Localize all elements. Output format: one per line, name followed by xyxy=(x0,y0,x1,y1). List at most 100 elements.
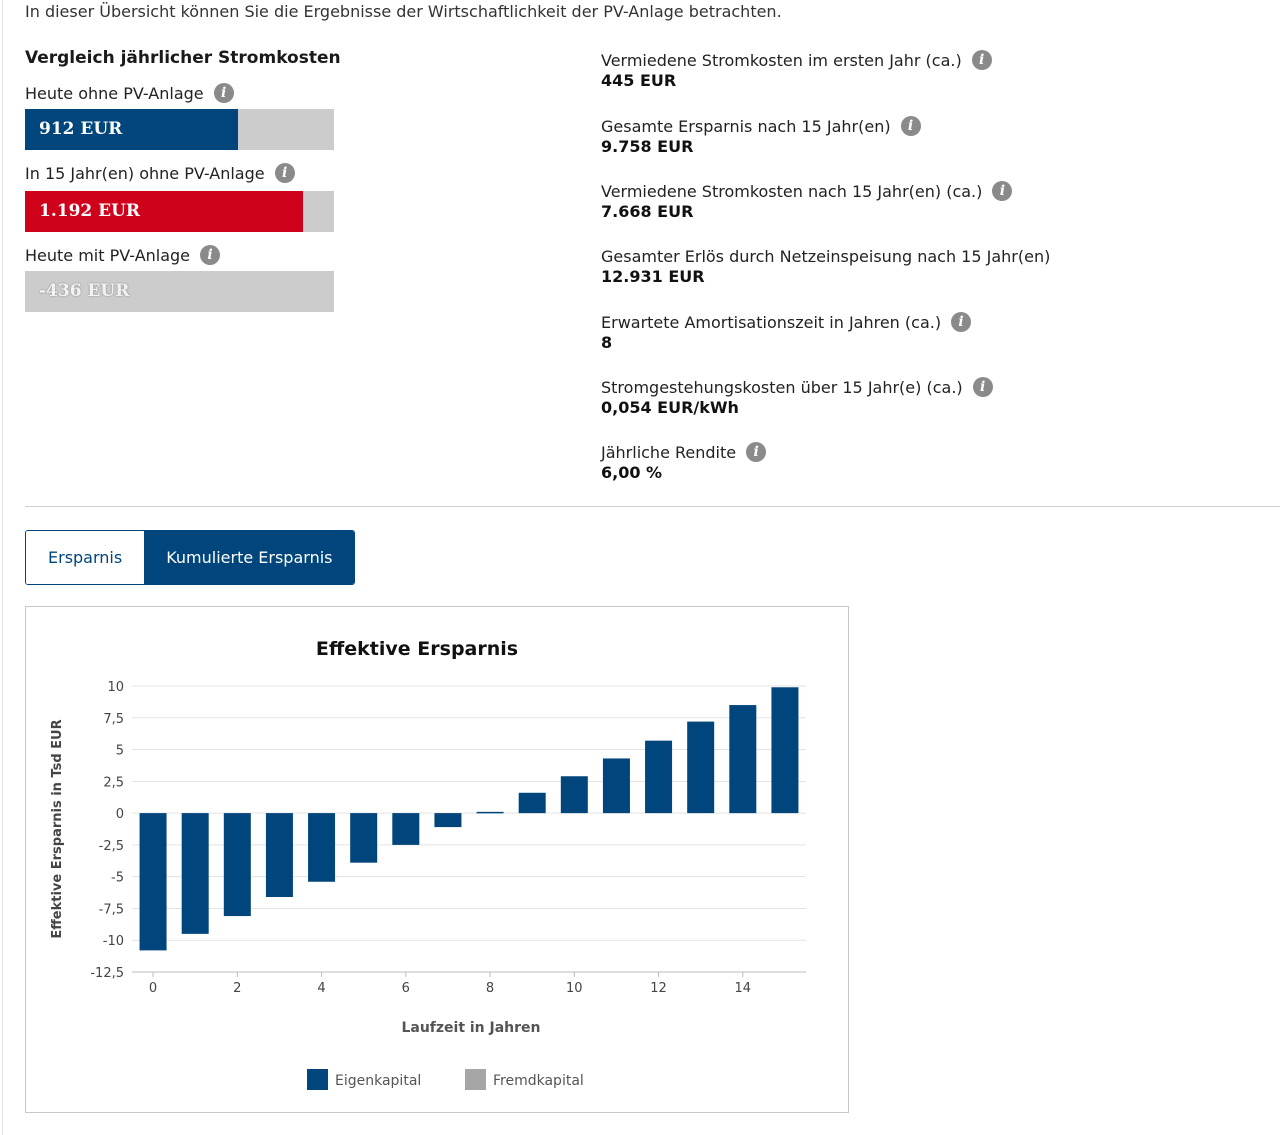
info-icon[interactable]: i xyxy=(900,116,921,136)
tab-kumulierte-ersparnis[interactable]: Kumulierte Ersparnis xyxy=(144,531,355,584)
x-tick-label: 6 xyxy=(402,981,410,996)
info-icon[interactable]: i xyxy=(746,442,767,462)
y-tick-label: -12,5 xyxy=(90,966,124,981)
comparison-title: Vergleich jährlicher Stromkosten xyxy=(25,48,341,68)
kpi-label-row: Vermiedene Stromkosten im ersten Jahr (c… xyxy=(601,49,992,71)
kpi-avoided-costs-first-year: Vermiedene Stromkosten im ersten Jahr (c… xyxy=(601,49,992,90)
chart-bar[interactable] xyxy=(308,813,336,882)
kpi-label-row: Gesamte Ersparnis nach 15 Jahr(en) i xyxy=(601,115,921,137)
y-tick-label: -10 xyxy=(103,934,124,949)
bar-label-text: In 15 Jahr(en) ohne PV-Anlage xyxy=(25,163,265,183)
kpi-label: Erwartete Amortisationszeit in Jahren (c… xyxy=(601,312,942,332)
chart-bar[interactable] xyxy=(518,792,546,814)
kpi-value: 445 EUR xyxy=(601,71,677,90)
x-tick-label: 2 xyxy=(233,981,241,996)
x-tick-label: 14 xyxy=(735,981,752,996)
kpi-label-row: Vermiedene Stromkosten nach 15 Jahr(en) … xyxy=(601,180,1013,202)
info-icon[interactable]: i xyxy=(971,50,992,70)
kpi-label-row: Stromgestehungskosten über 15 Jahr(e) (c… xyxy=(601,376,993,398)
kpi-label-row: Jährliche Rendite i xyxy=(601,441,767,463)
chart-bar[interactable] xyxy=(476,811,504,814)
tab-ersparnis[interactable]: Ersparnis xyxy=(26,531,145,584)
kpi-value: 9.758 EUR xyxy=(601,137,694,156)
info-icon[interactable]: i xyxy=(213,83,234,103)
bar-label-text: Heute ohne PV-Anlage xyxy=(25,83,204,103)
legend-swatch[interactable] xyxy=(465,1069,486,1090)
chart-bar[interactable] xyxy=(181,813,209,934)
bar-label-today-with-pv: Heute mit PV-Anlage i xyxy=(25,245,221,265)
x-tick-label: 10 xyxy=(566,981,583,996)
chart-container: Effektive Ersparnis Effektive Ersparnis … xyxy=(25,606,849,1113)
info-icon[interactable]: i xyxy=(274,163,295,183)
chart-bar[interactable] xyxy=(729,705,757,814)
chart-bar[interactable] xyxy=(350,813,378,863)
chart-title: Effektive Ersparnis xyxy=(316,638,518,660)
kpi-value: 12.931 EUR xyxy=(601,267,705,286)
kpi-electricity-generation-cost: Stromgestehungskosten über 15 Jahr(e) (c… xyxy=(601,376,993,417)
legend-label[interactable]: Fremdkapital xyxy=(493,1073,584,1089)
cost-bar-15-years-without-pv: 1.192 EUR xyxy=(25,191,334,232)
chart-bar[interactable] xyxy=(602,758,630,814)
y-tick-label: 2,5 xyxy=(103,775,124,790)
legend-swatch[interactable] xyxy=(307,1069,328,1090)
y-tick-label: 0 xyxy=(116,807,124,822)
intro-text: In dieser Übersicht können Sie die Ergeb… xyxy=(25,2,782,21)
cost-bar-fill xyxy=(25,109,239,150)
kpi-value: 0,054 EUR/kWh xyxy=(601,398,739,417)
chart-bar[interactable] xyxy=(771,687,799,814)
y-tick-label: 10 xyxy=(107,680,124,695)
x-tick-label: 4 xyxy=(317,981,325,996)
kpi-label: Vermiedene Stromkosten nach 15 Jahr(en) … xyxy=(601,181,983,201)
chart-bar[interactable] xyxy=(434,813,462,828)
info-icon[interactable]: i xyxy=(951,312,972,332)
kpi-label-row: Erwartete Amortisationszeit in Jahren (c… xyxy=(601,311,972,333)
y-axis-label: Effektive Ersparnis in Tsd EUR xyxy=(50,719,65,938)
chart-bar[interactable] xyxy=(139,813,167,951)
y-tick-label: -7,5 xyxy=(99,902,124,917)
x-tick-label: 8 xyxy=(486,981,494,996)
chart-bar[interactable] xyxy=(687,721,715,814)
info-icon[interactable]: i xyxy=(992,181,1013,201)
kpi-label-row: Gesamter Erlös durch Netzeinspeisung nac… xyxy=(601,245,1050,267)
bar-label-15-years-without-pv: In 15 Jahr(en) ohne PV-Anlage i xyxy=(25,163,295,183)
chart-bar[interactable] xyxy=(645,740,673,814)
kpi-label: Stromgestehungskosten über 15 Jahr(e) (c… xyxy=(601,377,963,397)
kpi-total-savings: Gesamte Ersparnis nach 15 Jahr(en) i 9.75… xyxy=(601,115,921,156)
page-left-border xyxy=(2,0,3,1135)
y-tick-label: -2,5 xyxy=(99,839,124,854)
kpi-label: Gesamte Ersparnis nach 15 Jahr(en) xyxy=(601,116,891,136)
bar-label-today-without-pv: Heute ohne PV-Anlage i xyxy=(25,83,234,103)
y-tick-label: 5 xyxy=(116,744,124,759)
chart-tabs: Ersparnis Kumulierte Ersparnis xyxy=(25,530,356,585)
chart-bar[interactable] xyxy=(223,813,251,917)
kpi-value: 8 xyxy=(601,333,613,352)
section-divider xyxy=(25,506,1280,507)
info-icon[interactable]: i xyxy=(972,377,993,397)
x-tick-label: 0 xyxy=(149,981,157,996)
x-tick-label: 12 xyxy=(650,981,667,996)
cost-bar-value: 912 EUR xyxy=(39,119,123,139)
x-axis-label: Laufzeit in Jahren xyxy=(401,1020,540,1036)
chart-bar[interactable] xyxy=(560,776,588,814)
legend-label[interactable]: Eigenkapital xyxy=(335,1073,421,1089)
info-icon[interactable]: i xyxy=(200,245,221,265)
kpi-amortization-time: Erwartete Amortisationszeit in Jahren (c… xyxy=(601,311,972,352)
savings-chart: Effektive Ersparnis Effektive Ersparnis … xyxy=(50,638,806,1090)
chart-bar[interactable] xyxy=(392,813,420,845)
y-tick-label: -5 xyxy=(111,871,124,886)
bar-label-text: Heute mit PV-Anlage xyxy=(25,245,191,265)
cost-bar-value: -436 EUR xyxy=(39,281,130,301)
kpi-label: Vermiedene Stromkosten im ersten Jahr (c… xyxy=(601,50,962,70)
kpi-avoided-costs-15-years: Vermiedene Stromkosten nach 15 Jahr(en) … xyxy=(601,180,1013,221)
kpi-feed-in-revenue: Gesamter Erlös durch Netzeinspeisung nac… xyxy=(601,245,1050,287)
kpi-value: 7.668 EUR xyxy=(601,202,694,221)
cost-bar-today-without-pv: 912 EUR xyxy=(25,109,334,150)
kpi-label: Jährliche Rendite xyxy=(601,442,737,462)
cost-bar-fill xyxy=(25,191,304,232)
cost-bar-today-with-pv: -436 EUR xyxy=(25,271,334,312)
kpi-value: 6,00 % xyxy=(601,463,663,482)
chart-bar[interactable] xyxy=(265,813,293,898)
y-tick-label: 7,5 xyxy=(103,712,124,727)
cost-bar-value: 1.192 EUR xyxy=(39,201,141,221)
kpi-label: Gesamter Erlös durch Netzeinspeisung nac… xyxy=(601,246,1051,266)
